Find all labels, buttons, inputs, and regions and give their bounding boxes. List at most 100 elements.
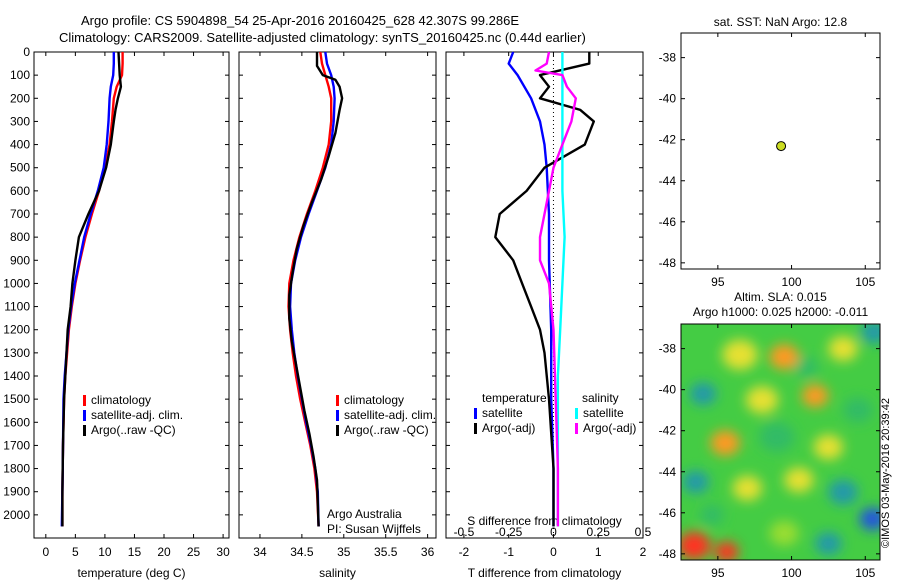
- depth-tick-label: 1600: [3, 415, 30, 429]
- sla-anomaly-cell: [710, 430, 740, 456]
- difference-top-xlabel: S difference from climatology: [467, 514, 622, 528]
- salinity-series-2: [288, 52, 344, 527]
- salinity-xlabel: salinity: [319, 566, 356, 580]
- sla-anomaly-cell: [681, 531, 711, 560]
- sla-anomaly-cell: [813, 434, 844, 460]
- depth-tick-label: 1700: [3, 438, 30, 452]
- difference-xtick-label: 2: [640, 545, 647, 559]
- difference-top-tick-label: -0.25: [495, 525, 523, 539]
- sla-anomaly-cell: [682, 470, 710, 494]
- depth-tick-label: 1100: [4, 300, 30, 314]
- difference-top-tick-label: -0.5: [454, 525, 475, 539]
- salinity-xtick-label: 35.5: [374, 545, 398, 559]
- depth-tick-label: 1400: [3, 369, 30, 383]
- location-map-xtick-label: 100: [782, 275, 802, 289]
- sla-map-xtick-label: 100: [782, 566, 802, 580]
- difference-xtick-label: 1: [595, 545, 602, 559]
- sla-anomaly-cell: [828, 479, 858, 505]
- location-map-frame: [680, 32, 881, 270]
- location-map-xtick-label: 105: [855, 275, 875, 289]
- salinity-series-0: [287, 51, 333, 527]
- salinity-xtick-label: 34.5: [290, 545, 314, 559]
- sla-anomaly-cell: [714, 541, 739, 560]
- depth-tick-label: 1500: [3, 392, 30, 406]
- difference-legend-1-label: Argo(-adj): [482, 421, 535, 435]
- difference-top-tick-label: 0.5: [635, 525, 652, 539]
- float-position-marker: [776, 141, 787, 152]
- difference-series-1: [494, 52, 595, 527]
- temperature-xtick-label: 5: [72, 545, 79, 559]
- location-map-ytick-label: -44: [659, 174, 677, 188]
- depth-tick-label: 1300: [3, 346, 30, 360]
- sla-map-title-2: Argo h1000: 0.025 h2000: -0.011: [693, 305, 869, 319]
- sla-anomaly-cell: [689, 382, 717, 406]
- difference-series-3: [534, 51, 577, 527]
- salinity-legend-1-swatch: [336, 410, 339, 421]
- depth-tick-label: 500: [10, 161, 30, 175]
- depth-tick-label: 700: [10, 207, 30, 221]
- salinity-xtick-label: 34: [253, 545, 267, 559]
- sla-anomaly-cell: [859, 507, 880, 531]
- salinity-legend-2-swatch: [336, 425, 339, 436]
- sla-anomaly-cell: [860, 324, 880, 344]
- difference-xtick-label: -2: [459, 545, 470, 559]
- depth-tick-label: 600: [10, 184, 30, 198]
- sla-map-xtick-label: 105: [855, 566, 875, 580]
- salinity-xtick-label: 36: [421, 545, 435, 559]
- figure-title-line2: Climatology: CARS2009. Satellite-adjuste…: [59, 30, 586, 45]
- salinity-legend-2-label: Argo(..raw -QC): [344, 423, 429, 437]
- location-map-ytick-label: -40: [659, 92, 677, 106]
- sla-anomaly-cell: [769, 344, 799, 370]
- temperature-xtick-label: 25: [187, 545, 201, 559]
- sla-map-ytick-label: -48: [659, 547, 677, 561]
- sla-anomaly-cell: [759, 421, 795, 452]
- sla-heatmap-field: [681, 324, 880, 560]
- sla-map-frame: [680, 323, 881, 561]
- depth-tick-label: 2000: [3, 508, 30, 522]
- temperature-panel-frame: [33, 51, 230, 539]
- temperature-legend-0-swatch: [83, 395, 86, 406]
- temperature-xtick-label: 15: [128, 545, 142, 559]
- difference-top-tick-label: 0.25: [587, 525, 611, 539]
- sla-anomaly-cell: [722, 339, 758, 370]
- salinity-legend-1-label: satellite-adj. clim.: [344, 408, 436, 422]
- sla-anomaly-cell: [843, 397, 873, 423]
- depth-tick-label: 1200: [3, 323, 30, 337]
- difference-xtick-label: -1: [503, 545, 514, 559]
- difference-legend-2-swatch: [575, 408, 578, 419]
- depth-tick-label: 1800: [3, 462, 30, 476]
- sla-anomaly-cell: [745, 386, 779, 414]
- difference-series-2: [556, 52, 566, 527]
- sla-map-xtick-label: 95: [711, 566, 725, 580]
- depth-tick-label: 1900: [3, 485, 30, 499]
- difference-legend-0-label: satellite: [482, 406, 523, 420]
- salinity-annotation-0: Argo Australia: [327, 507, 402, 521]
- temperature-legend-1-label: satellite-adj. clim.: [91, 408, 183, 422]
- location-map-ytick-label: -46: [659, 215, 677, 229]
- depth-tick-label: 300: [10, 114, 30, 128]
- sla-anomaly-cell: [732, 475, 763, 501]
- difference-legend-0-swatch: [474, 408, 477, 419]
- salinity-legend-0-swatch: [336, 395, 339, 406]
- depth-tick-label: 200: [10, 91, 30, 105]
- salinity-legend-0-label: climatology: [344, 393, 404, 407]
- difference-series-0: [507, 51, 555, 527]
- location-map-ytick-label: -38: [659, 51, 677, 65]
- depth-tick-label: 100: [10, 68, 30, 82]
- temperature-xlabel: temperature (deg C): [77, 566, 185, 580]
- salinity-panel-frame: [238, 51, 437, 539]
- sla-anomaly-cell: [828, 336, 858, 362]
- depth-tick-label: 900: [10, 253, 30, 267]
- depth-tick-label: 400: [10, 138, 30, 152]
- sla-anomaly-cell: [794, 357, 819, 378]
- temperature-legend-2-swatch: [83, 425, 86, 436]
- figure-title-line1: Argo profile: CS 5904898_54 25-Apr-2016 …: [81, 13, 520, 28]
- sla-anomaly-cell: [700, 504, 724, 525]
- depth-tick-label: 800: [10, 230, 30, 244]
- temperature-xtick-label: 30: [216, 545, 230, 559]
- difference-xlabel: T difference from climatology: [468, 566, 622, 580]
- sla-map-title-1: Altim. SLA: 0.015: [734, 290, 827, 304]
- depth-tick-label: 1000: [3, 276, 30, 290]
- temperature-series-1: [60, 52, 116, 527]
